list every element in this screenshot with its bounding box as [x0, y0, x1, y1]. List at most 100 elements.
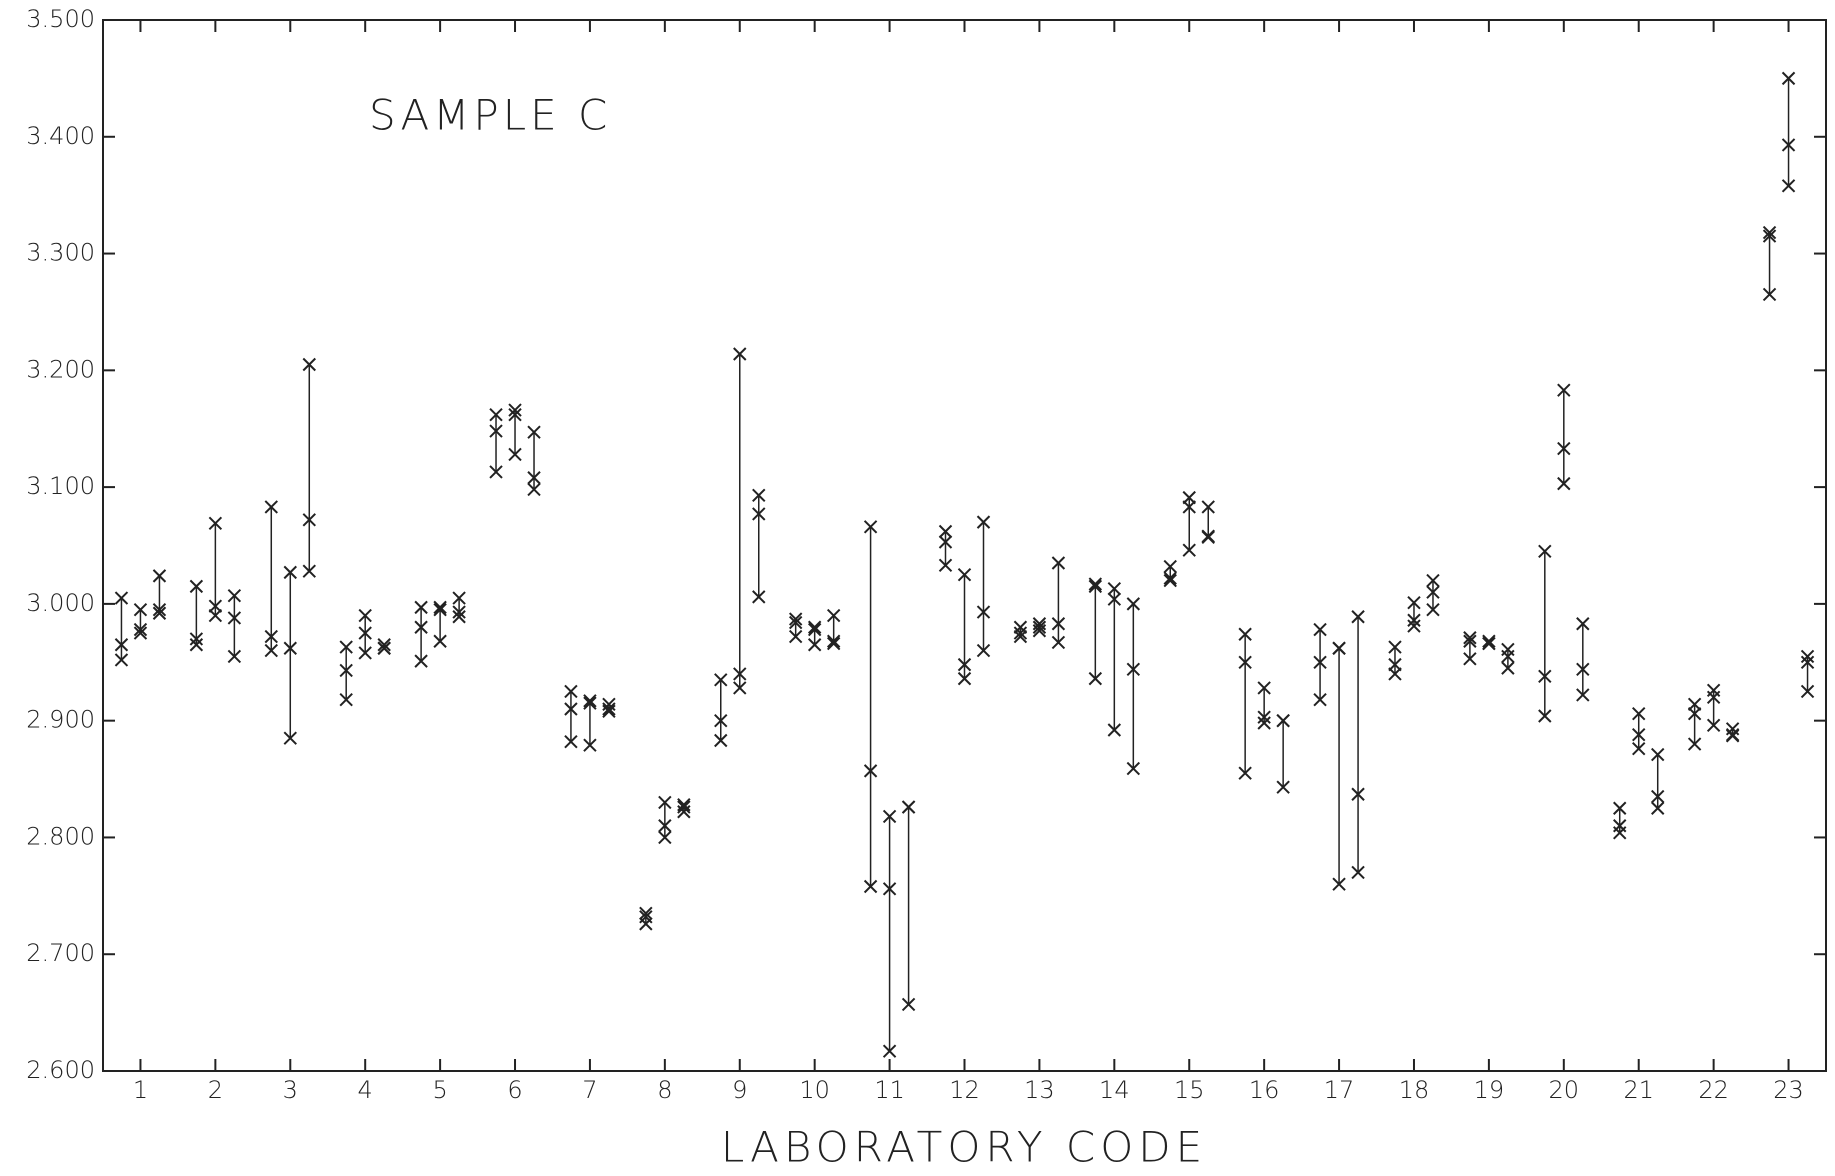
- x-tick-label: 18: [1399, 1076, 1430, 1104]
- data-point: [264, 643, 278, 658]
- data-point: [1107, 582, 1122, 596]
- data-point: [414, 600, 428, 615]
- data-point: [1126, 597, 1141, 611]
- data-point: [882, 1044, 897, 1058]
- data-point: [752, 507, 766, 521]
- data-point: [152, 569, 167, 583]
- data-point: [414, 620, 428, 634]
- data-point: [1257, 710, 1271, 724]
- x-tick-label: 15: [1174, 1076, 1205, 1104]
- data-point: [1032, 620, 1047, 634]
- data-point: [863, 764, 878, 778]
- data-point: [433, 603, 447, 617]
- data-point: [1051, 617, 1066, 631]
- data-point: [1163, 559, 1177, 574]
- data-point: [1257, 681, 1271, 695]
- data-point: [564, 734, 578, 749]
- data-point: [1800, 649, 1815, 664]
- data-point: [1201, 530, 1215, 545]
- data-point: [938, 558, 953, 573]
- y-tick-label: 3.300: [26, 239, 95, 267]
- data-point: [976, 515, 991, 529]
- data-point: [1201, 500, 1215, 514]
- data-point: [826, 608, 841, 623]
- data-point: [189, 579, 204, 594]
- data-point: [452, 610, 466, 624]
- data-point: [564, 684, 578, 699]
- data-point: [1163, 573, 1177, 588]
- data-point: [114, 638, 129, 652]
- data-point: [583, 738, 597, 752]
- data-point: [1800, 655, 1815, 669]
- x-tick-label: 21: [1623, 1076, 1654, 1104]
- data-point: [1781, 71, 1796, 86]
- data-point: [152, 603, 167, 617]
- data-point: [1051, 556, 1066, 570]
- data-point: [302, 513, 316, 527]
- data-point: [1463, 634, 1477, 648]
- x-tick-label: 5: [432, 1076, 447, 1104]
- data-point: [1501, 649, 1515, 664]
- data-point: [227, 589, 242, 603]
- data-point: [114, 653, 129, 667]
- y-tick-label: 3.200: [26, 355, 95, 383]
- plot-frame: [102, 19, 1827, 1072]
- data-point: [1632, 741, 1646, 756]
- data-point: [1107, 723, 1122, 737]
- data-point: [339, 692, 353, 707]
- data-point: [1088, 577, 1103, 591]
- data-point: [133, 626, 148, 640]
- data-point: [1762, 287, 1777, 302]
- data-point: [1351, 610, 1365, 624]
- data-point: [957, 567, 972, 582]
- data-point: [658, 830, 672, 845]
- data-point: [788, 615, 803, 630]
- data-point: [863, 520, 878, 534]
- data-point: [639, 906, 653, 921]
- data-point: [901, 997, 916, 1012]
- data-point: [302, 357, 316, 372]
- x-tick-label: 19: [1474, 1076, 1505, 1104]
- data-point: [1238, 766, 1252, 780]
- data-point: [863, 879, 878, 894]
- data-point: [1332, 641, 1346, 655]
- data-point: [807, 620, 822, 634]
- x-tick-label: 16: [1249, 1076, 1280, 1104]
- data-point: [1426, 603, 1440, 617]
- data-point: [1651, 789, 1665, 804]
- y-tick-label: 2.900: [26, 706, 95, 734]
- data-point: [1463, 652, 1477, 666]
- data-point: [527, 471, 541, 485]
- data-point: [677, 800, 691, 814]
- data-point: [1613, 826, 1627, 840]
- data-point: [1238, 627, 1252, 641]
- data-point: [957, 671, 972, 686]
- data-point: [1032, 624, 1047, 638]
- data-point: [1725, 729, 1740, 743]
- x-tick-label: 20: [1549, 1076, 1580, 1104]
- data-point: [1426, 573, 1440, 588]
- data-point: [1613, 801, 1627, 815]
- data-point: [1388, 667, 1402, 681]
- data-point: [1482, 636, 1496, 651]
- data-point: [452, 591, 466, 605]
- data-point: [152, 606, 167, 620]
- data-point: [1313, 655, 1327, 669]
- data-point: [302, 564, 316, 578]
- y-tick-label: 3.100: [26, 472, 95, 500]
- data-point: [714, 733, 728, 748]
- data-point: [1407, 619, 1421, 633]
- data-point: [1651, 747, 1665, 762]
- x-tick-label: 6: [507, 1076, 522, 1104]
- data-point: [1762, 225, 1777, 240]
- data-point: [1557, 383, 1571, 397]
- data-point: [414, 654, 428, 668]
- x-tick-label: 9: [732, 1076, 747, 1104]
- data-point: [1388, 640, 1402, 654]
- data-point: [1051, 635, 1066, 650]
- data-point: [1351, 865, 1365, 880]
- data-point: [807, 638, 822, 652]
- data-point: [208, 608, 223, 623]
- data-point: [658, 795, 672, 810]
- data-point: [1126, 662, 1141, 676]
